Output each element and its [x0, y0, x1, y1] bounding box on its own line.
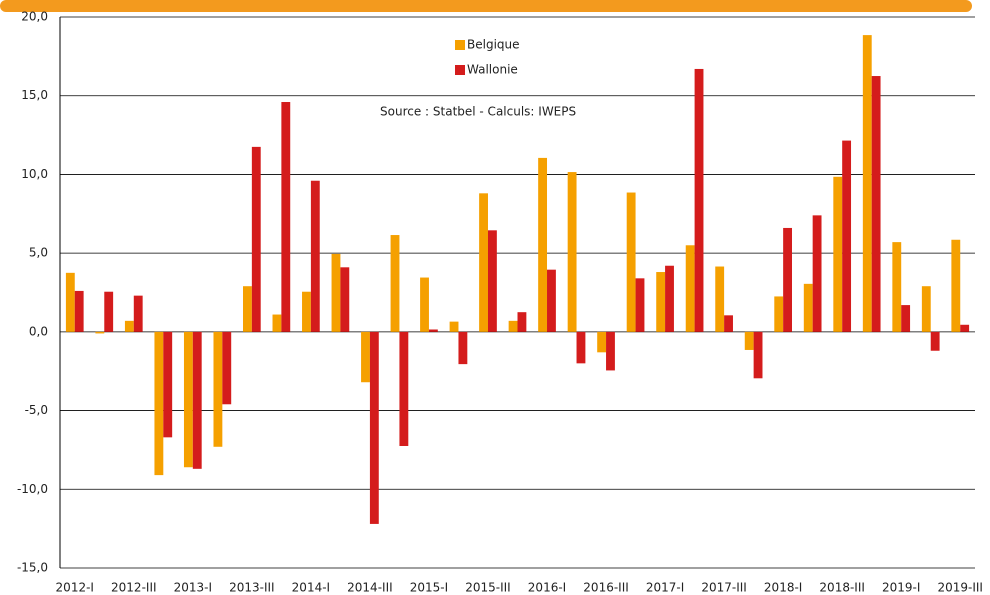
y-tick-label: -5,0	[25, 403, 48, 417]
x-tick-label: 2013-I	[174, 581, 212, 595]
bar	[65, 272, 75, 332]
y-tick-label: 20,0	[21, 10, 48, 24]
bar	[154, 331, 164, 476]
bar	[222, 331, 232, 405]
legend-swatch	[455, 65, 465, 75]
bar	[606, 331, 615, 371]
x-tick-label: 2012-III	[111, 581, 157, 595]
bar	[331, 253, 341, 332]
bar	[842, 140, 852, 332]
bar	[458, 331, 468, 365]
bar	[369, 331, 379, 524]
bar	[183, 331, 193, 468]
bar	[361, 331, 370, 383]
bar	[626, 192, 636, 332]
bar	[547, 269, 556, 332]
bar	[449, 321, 459, 332]
bar	[95, 331, 105, 334]
bar	[163, 331, 173, 438]
legend-label: Belgique	[467, 38, 520, 52]
bar	[281, 102, 291, 332]
bar	[744, 331, 754, 350]
y-tick-label: -15,0	[17, 561, 48, 575]
bar	[420, 277, 429, 332]
bar	[921, 286, 931, 332]
x-tick-label: 2014-III	[347, 581, 393, 595]
bar	[243, 286, 252, 332]
bar	[635, 278, 645, 332]
bar	[833, 176, 843, 332]
bar	[862, 35, 872, 332]
bar	[715, 266, 725, 332]
bar	[930, 331, 940, 351]
y-tick-label: -10,0	[17, 482, 48, 496]
bar	[340, 267, 350, 332]
bar	[310, 180, 320, 332]
bar	[428, 329, 438, 332]
bar	[302, 291, 311, 332]
x-tick-label: 2019-III	[937, 581, 983, 595]
bar	[538, 157, 548, 332]
bar	[251, 146, 261, 332]
header-strip	[0, 0, 972, 12]
x-tick-label: 2016-I	[528, 581, 566, 595]
x-tick-label: 2014-I	[292, 581, 330, 595]
bar	[104, 291, 114, 332]
bar	[124, 320, 134, 332]
x-tick-label: 2012-I	[56, 581, 94, 595]
y-tick-label: 5,0	[29, 246, 48, 260]
bar	[960, 324, 970, 332]
bar	[753, 331, 763, 379]
bar	[567, 172, 577, 332]
bar	[487, 230, 497, 332]
x-tick-label: 2013-III	[229, 581, 275, 595]
x-tick-label: 2015-III	[465, 581, 511, 595]
bar	[213, 331, 223, 447]
source-note: Source : Statbel - Calculs: IWEPS	[380, 105, 576, 119]
y-tick-label: 10,0	[21, 167, 48, 181]
bar	[272, 314, 282, 332]
x-tick-label: 2019-I	[882, 581, 920, 595]
bar	[665, 265, 674, 332]
bar	[390, 235, 400, 332]
bar	[479, 193, 488, 332]
bar	[656, 272, 666, 332]
y-tick-label: 15,0	[21, 88, 48, 102]
x-tick-label: 2015-I	[410, 581, 448, 595]
bar	[597, 331, 607, 353]
x-tick-label: 2017-III	[701, 581, 747, 595]
x-tick-label: 2016-III	[583, 581, 629, 595]
bar	[951, 239, 961, 332]
bar	[508, 320, 518, 332]
legend-label: Wallonie	[467, 63, 518, 77]
y-tick-label: 0,0	[29, 324, 48, 338]
bar	[685, 245, 695, 332]
bar	[892, 242, 902, 332]
bar	[783, 227, 792, 332]
bar	[901, 305, 911, 332]
bar	[774, 296, 784, 332]
x-tick-label: 2017-I	[646, 581, 684, 595]
bar	[694, 68, 704, 332]
bar	[399, 331, 409, 446]
legend-swatch	[455, 40, 465, 50]
bar	[724, 315, 733, 332]
bar	[517, 312, 527, 332]
bar	[192, 331, 202, 469]
x-tick-label: 2018-I	[764, 581, 802, 595]
bar	[74, 290, 84, 332]
x-tick-label: 2018-III	[819, 581, 865, 595]
bar	[812, 215, 822, 332]
bar	[133, 295, 143, 332]
bar	[576, 331, 586, 364]
bar	[871, 76, 881, 332]
bar	[803, 283, 813, 332]
